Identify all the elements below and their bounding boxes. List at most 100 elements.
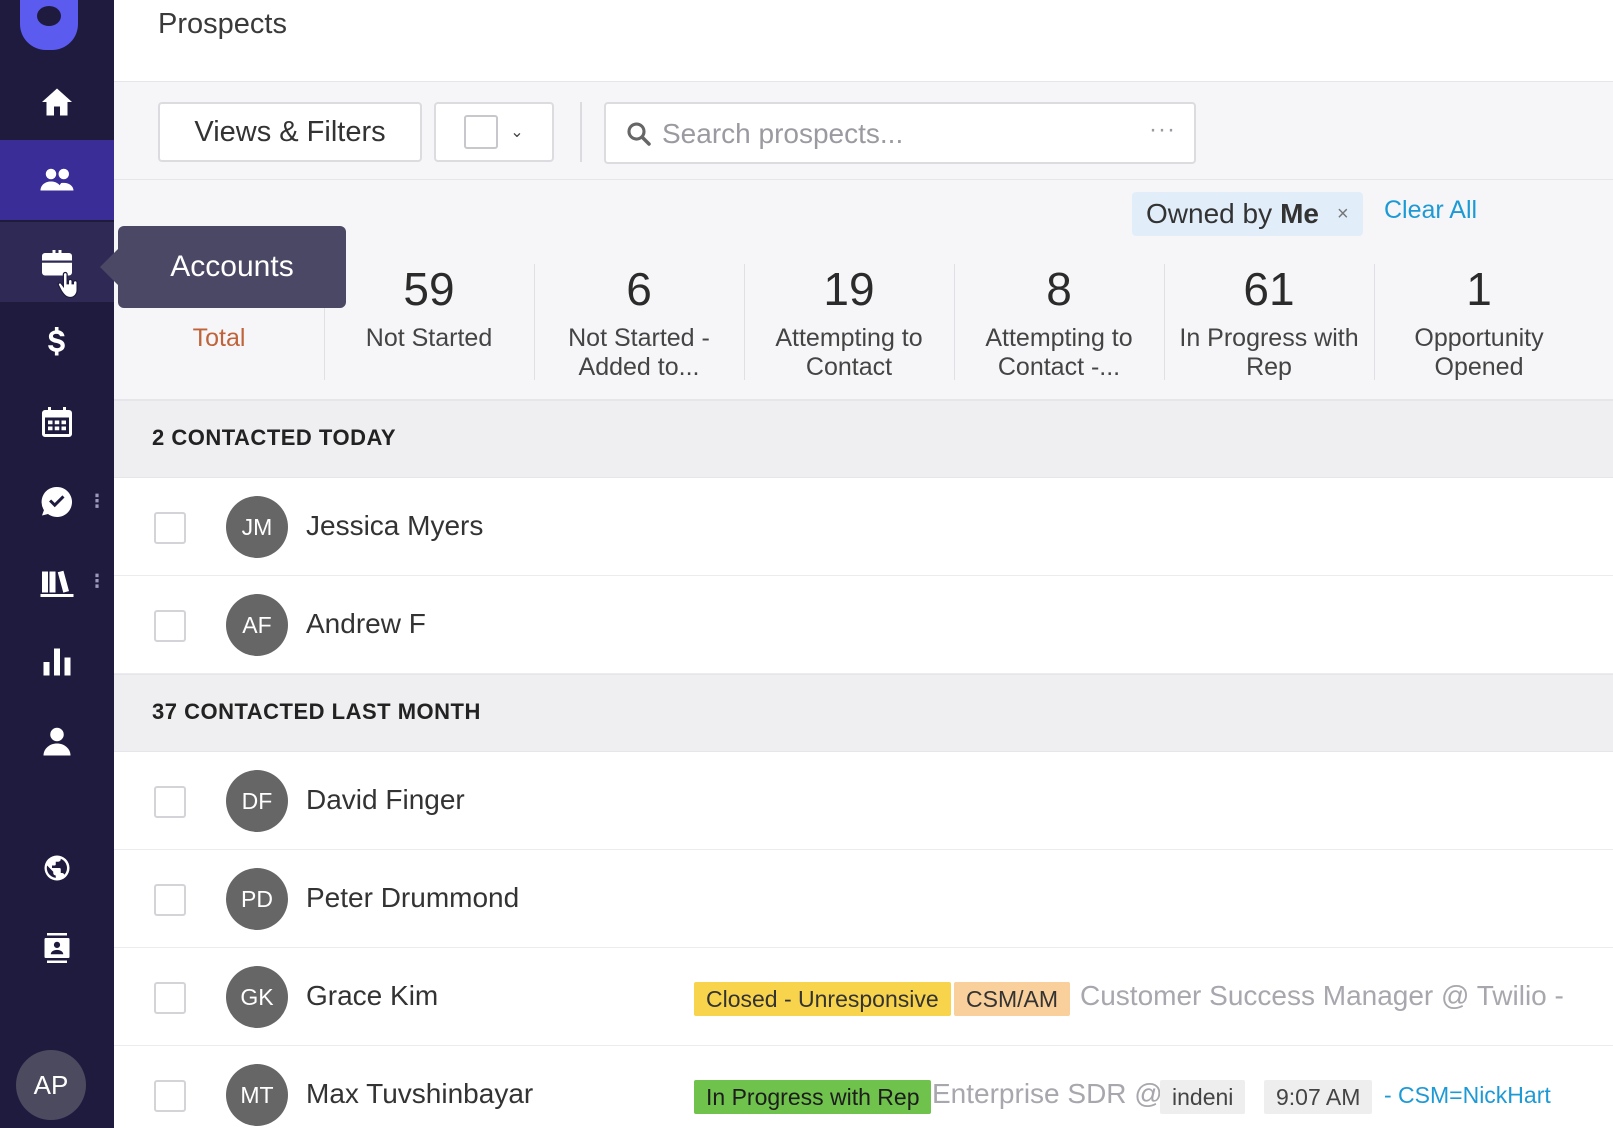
- stat-label: Attempting to Contact: [775, 324, 923, 381]
- group-title: 37 CONTACTED LAST MONTH: [152, 699, 481, 724]
- prospect-name[interactable]: Andrew F: [306, 608, 426, 639]
- stat-attempting-to-contact[interactable]: 19 Attempting to Contact: [744, 250, 954, 390]
- stat-divider: [534, 264, 535, 380]
- row-checkbox[interactable]: [154, 512, 186, 544]
- clear-all-link[interactable]: Clear All: [1384, 196, 1478, 224]
- stat-attempting-to-contact-2[interactable]: 8 Attempting to Contact -...: [954, 250, 1164, 390]
- hand-cursor-icon: [57, 271, 78, 299]
- close-icon[interactable]: ×: [1336, 202, 1349, 225]
- avatar: MT: [226, 1064, 288, 1126]
- prospect-name[interactable]: Jessica Myers: [306, 510, 484, 541]
- stat-opportunity-opened[interactable]: 1 Opportunity Opened: [1374, 250, 1584, 390]
- nav-opportunities[interactable]: [0, 302, 114, 382]
- table-row[interactable]: GK Grace Kim Closed - Unresponsive CSM/A…: [114, 948, 1613, 1046]
- check-circle-icon: [41, 486, 72, 517]
- stat-count: 19: [823, 263, 875, 315]
- stage-badge[interactable]: Closed - Unresponsive: [694, 982, 951, 1016]
- nav-prospects[interactable]: [0, 140, 114, 220]
- bar-chart-icon: [43, 648, 71, 676]
- job-title: Enterprise SDR @: [932, 1078, 1163, 1109]
- people-icon: [40, 168, 74, 191]
- job-title: Customer Success Manager @ Twilio -: [1080, 980, 1564, 1011]
- avatar: JM: [226, 496, 288, 558]
- nav-home[interactable]: [0, 62, 114, 142]
- stat-divider: [954, 264, 955, 380]
- group-header: 37 CONTACTED LAST MONTH: [114, 674, 1613, 752]
- home-icon: [42, 88, 72, 116]
- search-input[interactable]: [662, 114, 1122, 154]
- stage-badge[interactable]: In Progress with Rep: [694, 1080, 932, 1114]
- chevron-down-icon: ⌄: [510, 124, 524, 141]
- row-checkbox[interactable]: [154, 1080, 186, 1112]
- filter-chip-owner[interactable]: Owned by Me ×: [1132, 192, 1363, 236]
- table-row[interactable]: MT Max Tuvshinbayar In Progress with Rep…: [114, 1046, 1613, 1128]
- stat-in-progress[interactable]: 61 In Progress with Rep: [1164, 250, 1374, 390]
- page-title: Prospects: [158, 8, 287, 40]
- persona-badge[interactable]: CSM/AM: [954, 982, 1070, 1016]
- table-row[interactable]: DF David Finger: [114, 752, 1613, 850]
- stat-count: 61: [1243, 263, 1295, 315]
- stat-count: 59: [403, 263, 455, 315]
- row-checkbox[interactable]: [154, 884, 186, 916]
- prospect-name[interactable]: David Finger: [306, 784, 465, 815]
- row-checkbox[interactable]: [154, 610, 186, 642]
- user-avatar[interactable]: AP: [16, 1050, 86, 1120]
- stat-not-started-added[interactable]: 6 Not Started - Added to...: [534, 250, 744, 390]
- views-filters-button[interactable]: Views & Filters: [158, 102, 422, 162]
- briefcase-icon: [42, 250, 72, 276]
- contact-card-icon: [44, 933, 70, 963]
- chip-prefix: Owned by: [1146, 198, 1273, 229]
- calendar-icon: [42, 407, 72, 437]
- avatar: PD: [226, 868, 288, 930]
- stat-label: Not Started: [365, 324, 493, 352]
- stat-label: Total: [192, 324, 246, 352]
- select-all-checkbox[interactable]: [464, 115, 499, 149]
- stat-label: Not Started - Added to...: [568, 324, 710, 381]
- nav-calendar[interactable]: [0, 382, 114, 462]
- chip-value: Me: [1280, 198, 1319, 229]
- sidebar: ⋮ ⋮ AP: [0, 0, 114, 1128]
- nav-accounts[interactable]: [0, 222, 114, 302]
- dollar-icon: [48, 327, 65, 356]
- table-row[interactable]: AF Andrew F: [114, 576, 1613, 674]
- globe-icon: [44, 855, 70, 881]
- accounts-tooltip: Accounts: [100, 226, 346, 308]
- search-options-icon[interactable]: ···: [1149, 116, 1176, 143]
- avatar: DF: [226, 770, 288, 832]
- stat-label: Attempting to Contact -...: [985, 324, 1133, 381]
- nav-users[interactable]: [0, 702, 114, 782]
- outreach-logo[interactable]: [20, 0, 78, 50]
- table-row[interactable]: JM Jessica Myers: [114, 478, 1613, 576]
- stat-total[interactable]: Total: [114, 250, 324, 390]
- stat-not-started[interactable]: 59 Not Started: [324, 250, 534, 390]
- owner-link[interactable]: - CSM=NickHart: [1384, 1082, 1551, 1108]
- tooltip-label: Accounts: [170, 250, 294, 283]
- page-header: Prospects: [114, 0, 1613, 82]
- company-badge[interactable]: indeni: [1160, 1080, 1246, 1114]
- stage-stats: Total 59 Not Started 6 Not Started - Add…: [114, 250, 1613, 400]
- group-header: 2 CONTACTED TODAY: [114, 400, 1613, 478]
- prospect-name[interactable]: Grace Kim: [306, 980, 439, 1011]
- stat-count: 6: [626, 263, 652, 315]
- person-icon: [43, 727, 71, 756]
- nav-reports[interactable]: [0, 622, 114, 702]
- nav-tasks[interactable]: [0, 462, 114, 542]
- nav-contacts[interactable]: [0, 908, 114, 988]
- nav-globe[interactable]: [0, 828, 114, 908]
- active-filters: Owned by Me × Clear All: [114, 180, 1613, 250]
- prospect-name[interactable]: Max Tuvshinbayar: [306, 1078, 534, 1109]
- table-row[interactable]: PD Peter Drummond: [114, 850, 1613, 948]
- bulk-select-dropdown[interactable]: ⌄: [434, 102, 554, 162]
- stat-label: In Progress with Rep: [1179, 324, 1359, 381]
- tasks-more-icon[interactable]: ⋮: [88, 491, 106, 511]
- search-icon: [627, 122, 651, 146]
- toolbar: Views & Filters ⌄ ···: [114, 82, 1613, 180]
- row-checkbox[interactable]: [154, 982, 186, 1014]
- library-more-icon[interactable]: ⋮: [88, 571, 106, 591]
- prospect-name[interactable]: Peter Drummond: [306, 882, 520, 913]
- row-checkbox[interactable]: [154, 786, 186, 818]
- search-box[interactable]: ···: [604, 102, 1196, 164]
- group-title: 2 CONTACTED TODAY: [152, 425, 397, 450]
- nav-library[interactable]: [0, 542, 114, 622]
- avatar: AF: [226, 594, 288, 656]
